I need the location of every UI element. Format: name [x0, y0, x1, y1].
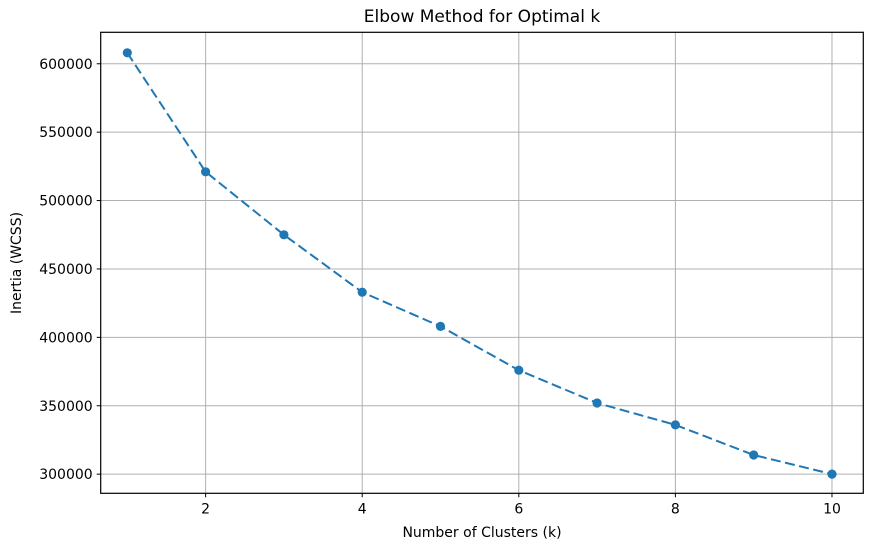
- data-point-marker: [749, 450, 759, 460]
- data-point-marker: [514, 365, 524, 375]
- axes-spines: [100, 31, 864, 494]
- chart-title: Elbow Method for Optimal k: [364, 7, 601, 27]
- x-tick-label: 8: [671, 501, 680, 517]
- x-tick-label: 10: [823, 501, 841, 517]
- x-tick-label: 4: [358, 501, 367, 517]
- x-tick-label: 6: [514, 501, 523, 517]
- data-point-marker: [592, 398, 602, 408]
- data-point-marker: [201, 167, 211, 177]
- tick-label-layer: 2 4 6 8 10 300000 350000 400000 450000 500000 5500…: [39, 57, 841, 518]
- data-point-marker: [279, 230, 289, 240]
- data-point-marker: [670, 420, 681, 430]
- x-tick-label: 2: [201, 501, 210, 517]
- x-axis-label: Number of Clusters (k): [402, 525, 561, 541]
- y-tick-label: 550000: [39, 125, 92, 141]
- y-tick-label: 400000: [39, 330, 92, 346]
- y-tick-label: 350000: [39, 399, 92, 415]
- y-tick-label: 600000: [39, 57, 92, 73]
- series-line: [126, 52, 833, 476]
- data-point-marker: [122, 48, 132, 58]
- y-tick-label: 300000: [39, 467, 92, 483]
- y-tick-label: 450000: [39, 262, 92, 278]
- tick-layer: [96, 63, 833, 498]
- data-point-marker: [357, 287, 367, 297]
- data-point-marker: [435, 321, 446, 331]
- y-axis-label: Inertia (WCSS): [9, 212, 25, 314]
- grid-layer: [100, 32, 864, 494]
- series-layer: [122, 48, 837, 479]
- y-tick-label: 500000: [39, 194, 92, 210]
- data-point-marker: [827, 469, 837, 479]
